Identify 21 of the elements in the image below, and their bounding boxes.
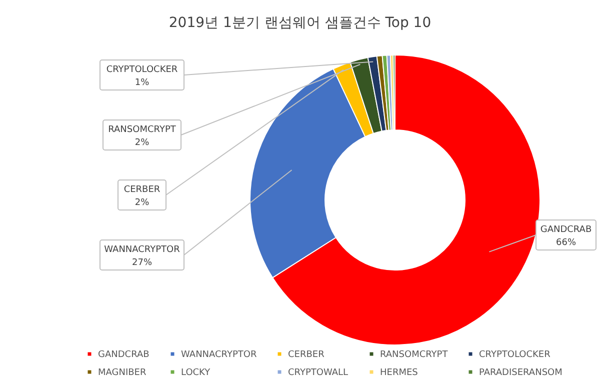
legend-label: CERBER	[288, 350, 324, 360]
legend-label: CRYPTOLOCKER	[479, 350, 550, 360]
data-label: 2%	[134, 198, 150, 208]
data-label: 66%	[556, 238, 576, 248]
slice-label: GANDCRAB	[540, 225, 592, 235]
legend-label: CRYPTOWALL	[288, 368, 348, 378]
data-label: 27%	[132, 258, 152, 268]
legend-label: RANSOMCRYPT	[380, 350, 448, 360]
legend-label: MAGNIBER	[98, 368, 146, 378]
legend-label: LOCKY	[181, 368, 211, 378]
data-label: 2%	[134, 138, 150, 148]
slice-label: WANNACRYPTOR	[104, 245, 180, 255]
legend-label: PARADISERANSOM	[479, 368, 562, 378]
slice-label: RANSOMCRYPT	[108, 125, 176, 135]
chart-title: 2019년 1분기 랜섬웨어 샘플건수 Top 10	[168, 15, 432, 31]
data-label: 1%	[134, 78, 150, 88]
legend-label: GANDCRAB	[98, 350, 150, 360]
slice-label: CRYPTOLOCKER	[106, 65, 178, 75]
legend-label: HERMES	[380, 368, 418, 378]
slice-label: CERBER	[124, 185, 160, 195]
legend-label: WANNACRYPTOR	[181, 350, 257, 360]
